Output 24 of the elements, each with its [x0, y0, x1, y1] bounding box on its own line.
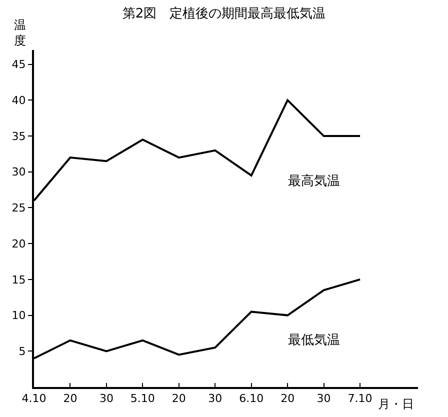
y-tick-label: 30 — [12, 166, 26, 179]
series-label: 最低気温 — [288, 333, 340, 348]
text: 最高気温 — [288, 173, 340, 189]
y-tick-label: 25 — [12, 202, 26, 215]
x-tick-label: 6.10 — [239, 392, 264, 406]
x-tick-label: 30 — [99, 392, 114, 406]
y-axis-title: 温度 — [14, 18, 26, 48]
x-tick-label: 20 — [172, 392, 186, 406]
x-tick-label: 20 — [63, 392, 78, 406]
y-tick-label: 35 — [12, 130, 26, 143]
x-tick-label: 30 — [208, 392, 222, 406]
x-tick-label: 5.10 — [130, 392, 155, 406]
x-tick-label: 20 — [280, 392, 295, 406]
y-tick-label: 10 — [12, 309, 26, 322]
x-axis-title: 月・日 — [378, 397, 414, 411]
y-tick-label: 5 — [18, 345, 26, 358]
y-tick-label: 40 — [12, 94, 26, 108]
y-tick-label: 15 — [12, 273, 26, 286]
x-tick-label: 30 — [316, 392, 331, 406]
x-tick-label: 7.10 — [348, 392, 372, 406]
x-tick-label: 4.10 — [22, 392, 46, 406]
y-tick-label: 45 — [12, 58, 26, 72]
chart-title: 第2図 定植後の期間最高最低気温 — [122, 5, 326, 22]
y-tick-label: 20 — [12, 237, 26, 250]
